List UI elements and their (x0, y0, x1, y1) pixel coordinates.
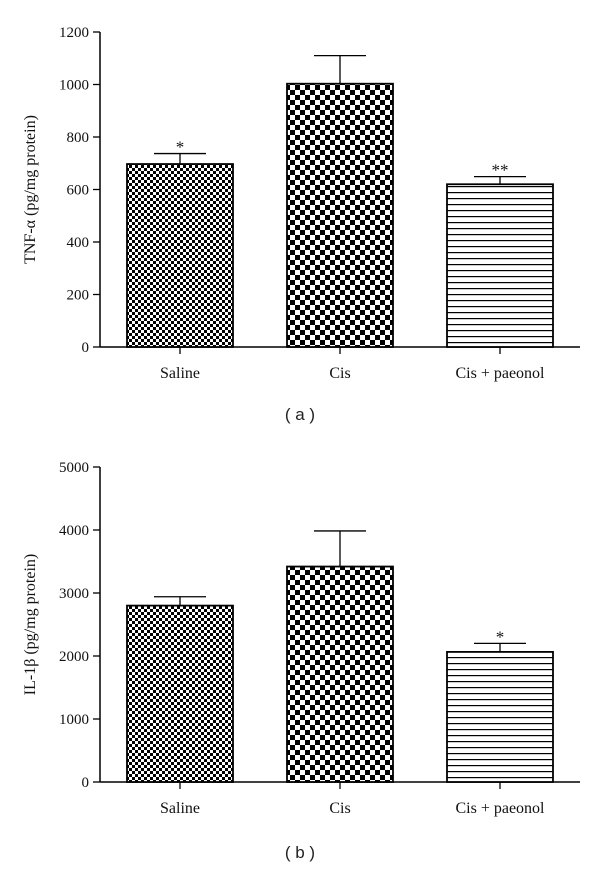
significance-marker: ** (492, 161, 509, 180)
x-tick-label: Cis + paeonol (455, 365, 545, 382)
bar-saline (126, 604, 234, 783)
bar-cis (286, 82, 394, 348)
significance-marker: * (176, 138, 185, 157)
significance-marker: * (496, 627, 505, 646)
bar-cis (286, 565, 394, 783)
y-tick-label: 600 (67, 183, 90, 199)
y-tick-label: 800 (67, 130, 90, 146)
y-tick-label: 200 (67, 288, 90, 304)
x-tick-label: Saline (160, 365, 200, 382)
chart-il-1beta: 0 1000 2000 3000 4000 5000 IL-1β (pg/mg protei… (22, 460, 580, 817)
y-axis-label: TNF-α (pg/mg protein) (22, 115, 39, 264)
y-tick-label: 4000 (59, 523, 89, 539)
y-tick-label: 3000 (59, 586, 89, 602)
bar-saline (126, 163, 234, 348)
y-tick-label: 400 (67, 235, 90, 251)
y-tick-label: 1000 (59, 78, 89, 94)
bar-cis-paeonol (446, 183, 554, 348)
x-tick-label: Cis + paeonol (455, 800, 545, 817)
panel-label-b: ( b ) (284, 843, 316, 862)
y-axis-label: IL-1β (pg/mg protein) (22, 554, 39, 695)
x-tick-label: Saline (160, 800, 200, 817)
chart-tnf-alpha: 0 200 400 600 800 1000 1200 TNF-α (pg/mg protei… (22, 25, 580, 382)
y-tick-label: 1000 (59, 712, 89, 728)
x-tick-label: Cis (329, 800, 350, 817)
y-tick-label: 1200 (59, 25, 89, 41)
panel-label-a: ( a ) (284, 405, 316, 424)
bar-cis-paeonol (446, 651, 554, 783)
y-tick-label: 5000 (59, 460, 89, 476)
y-tick-label: 0 (82, 775, 90, 791)
x-tick-label: Cis (329, 365, 350, 382)
y-tick-label: 0 (82, 340, 90, 356)
y-tick-label: 2000 (59, 649, 89, 665)
